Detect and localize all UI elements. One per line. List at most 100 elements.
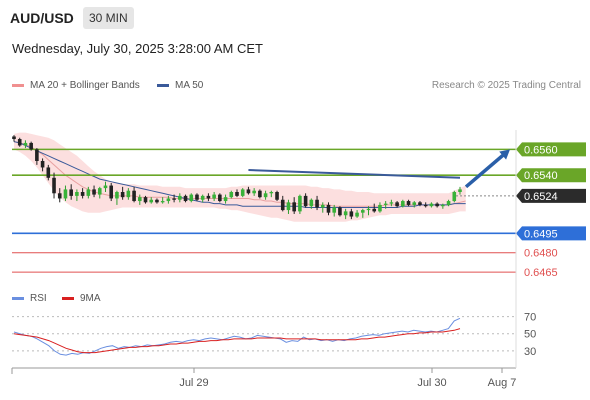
candle-body xyxy=(258,190,262,198)
level-label-0.6495: 0.6495 xyxy=(524,228,558,240)
candle-body xyxy=(120,192,125,198)
legend-ma50: MA 50 xyxy=(157,80,203,91)
legend-rsi-label: RSI xyxy=(30,293,47,304)
candle-body xyxy=(275,192,279,200)
candle-body xyxy=(441,204,445,207)
level-label-0.6540: 0.6540 xyxy=(524,170,558,182)
candle-body xyxy=(309,199,314,207)
candle-body xyxy=(109,185,114,199)
candle-body xyxy=(178,195,182,200)
projection-arrow-head xyxy=(499,149,510,160)
projection-arrow-line xyxy=(464,153,506,189)
candle-body xyxy=(332,207,337,213)
candle-body xyxy=(366,208,371,211)
candle-body xyxy=(349,211,354,217)
candle-body xyxy=(401,201,405,207)
candle-body xyxy=(315,199,319,208)
ma50-swatch xyxy=(157,83,169,87)
candle-body xyxy=(240,189,245,196)
candle-body xyxy=(35,149,39,161)
candle-body xyxy=(69,189,73,196)
candle-body xyxy=(406,201,411,205)
level-label-0.6524: 0.6524 xyxy=(524,191,558,203)
candle-body xyxy=(166,198,171,202)
candle-body xyxy=(223,197,228,202)
level-tag-0.6524 xyxy=(516,188,586,203)
candle-body xyxy=(46,167,51,178)
candle-body xyxy=(29,142,33,150)
candle-body xyxy=(298,195,302,212)
candle-body xyxy=(338,207,342,216)
candle-body xyxy=(435,203,439,207)
symbol-label: AUD/USD xyxy=(10,10,74,26)
rsi-tick-label: 70 xyxy=(524,312,536,324)
legend-9ma-label: 9MA xyxy=(80,293,101,304)
candle-body xyxy=(75,192,79,196)
candle-body xyxy=(97,188,102,195)
candle-body xyxy=(40,161,45,168)
timeframe-button[interactable]: 30 MIN xyxy=(83,7,134,29)
candle-body xyxy=(92,189,96,195)
rsi-tick-label: 30 xyxy=(524,346,536,358)
legend-rsi: RSI xyxy=(12,293,47,304)
candle-body xyxy=(372,208,377,212)
candle-body xyxy=(355,212,359,217)
candle-body xyxy=(86,189,91,196)
candle-body xyxy=(189,194,194,202)
candle-body xyxy=(423,204,428,207)
chart-header: AUD/USD 30 MIN xyxy=(0,0,590,34)
level-label-0.6560: 0.6560 xyxy=(524,144,558,156)
date-label: Wednesday, July 30, 2025 3:28:00 AM CET xyxy=(12,41,263,56)
candle-body xyxy=(137,197,142,202)
candle-body xyxy=(183,195,188,202)
time-tick-label: Jul 30 xyxy=(417,377,446,389)
candle-body xyxy=(57,193,62,199)
candle-body xyxy=(115,192,119,199)
candle-body xyxy=(383,203,388,205)
candle-body xyxy=(280,199,285,211)
candle-body xyxy=(52,177,56,194)
time-tick-label: Aug 7 xyxy=(488,377,517,389)
candle-body xyxy=(143,197,148,203)
candle-body xyxy=(126,190,131,198)
level-label-0.6480: 0.6480 xyxy=(524,248,558,260)
candle-body xyxy=(63,189,68,199)
candle-body xyxy=(12,136,16,140)
candle-body xyxy=(195,194,199,200)
credit-label: Research © 2025 Trading Central xyxy=(431,80,581,91)
rsi-series-RSI xyxy=(13,317,461,356)
candle-body xyxy=(212,194,216,199)
candle-body xyxy=(229,192,234,198)
rsi-series-9MA xyxy=(13,328,461,354)
candle-body xyxy=(155,199,159,203)
candle-body xyxy=(303,195,308,207)
candle-body xyxy=(389,202,394,204)
level-label-0.6465: 0.6465 xyxy=(524,267,558,279)
level-tag-0.6560 xyxy=(516,142,586,157)
candle-body xyxy=(103,185,108,189)
bb-swatch xyxy=(12,83,24,87)
candle-body xyxy=(246,189,251,194)
candle-body xyxy=(378,204,382,212)
candle-body xyxy=(252,190,256,194)
candle-body xyxy=(172,198,176,200)
candle-body xyxy=(218,194,222,202)
trendline xyxy=(248,169,461,179)
rsi-tick-label: 50 xyxy=(524,329,536,341)
candle-body xyxy=(132,190,136,202)
candle-body xyxy=(235,192,239,196)
candle-body xyxy=(160,201,165,203)
legend-bb-label: MA 20 + Bollinger Bands xyxy=(30,80,140,91)
candle-body xyxy=(263,193,268,198)
candle-body xyxy=(17,139,22,146)
rsi-swatch xyxy=(12,296,24,300)
candle-body xyxy=(343,211,348,216)
legend-9ma: 9MA xyxy=(62,293,101,304)
candle-body xyxy=(418,202,422,205)
ma50-line xyxy=(13,141,466,208)
candle-body xyxy=(23,142,28,146)
candle-body xyxy=(326,204,331,213)
candle-body xyxy=(360,210,365,213)
candle-body xyxy=(292,202,296,212)
